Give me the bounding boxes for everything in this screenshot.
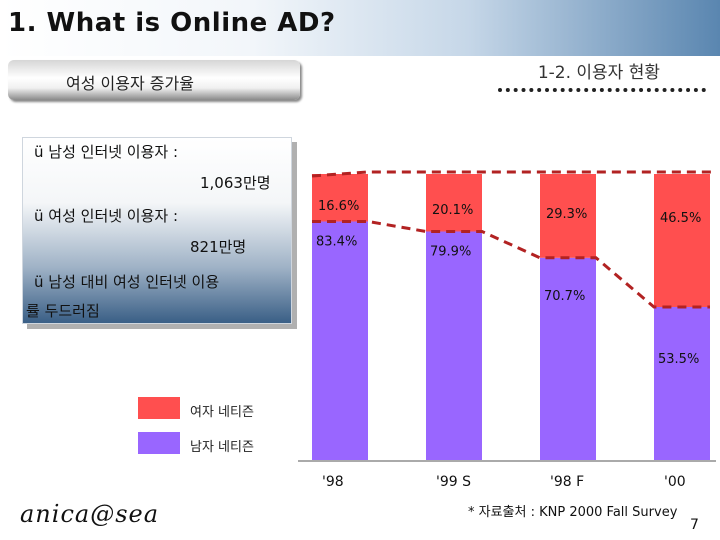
- female-growth-label-box: 여성 이용자 증가율: [8, 60, 300, 100]
- label-female-1: 20.1%: [432, 203, 473, 218]
- trend-line-top: [311, 170, 711, 178]
- trend-line-male-top: [312, 219, 710, 309]
- note-line-2: 률 두드러짐: [26, 302, 100, 320]
- x-tick-3: '00: [664, 474, 686, 490]
- bar-female-3: [654, 174, 710, 307]
- male-users-label: ü 남성 인터넷 이용자 :: [34, 143, 179, 161]
- label-male-0: 83.4%: [316, 234, 357, 249]
- x-tick-0: '98: [322, 474, 344, 490]
- label-male-1: 79.9%: [430, 244, 471, 259]
- female-users-value: 821만명: [190, 238, 247, 256]
- label-female-3: 46.5%: [660, 211, 701, 226]
- pill-label: 여성 이용자 증가율: [66, 74, 194, 93]
- legend-label-female: 여자 네티즌: [190, 405, 254, 420]
- label-male-3: 53.5%: [658, 352, 699, 367]
- legend-swatch-male: [138, 432, 180, 454]
- label-female-2: 29.3%: [546, 207, 587, 222]
- page-title: 1. What is Online AD?: [8, 8, 336, 38]
- x-tick-1: '99 S: [436, 474, 471, 490]
- bar-male-0: [312, 221, 368, 460]
- bar-female-0: [312, 174, 368, 222]
- legend-label-male: 남자 네티즌: [190, 440, 254, 455]
- label-male-2: 70.7%: [544, 289, 585, 304]
- bar-female-1: [426, 174, 482, 232]
- bar-male-3: [654, 306, 710, 460]
- legend-swatch-female: [138, 397, 180, 419]
- source-note: * 자료출처 : KNP 2000 Fall Survey: [468, 505, 678, 520]
- logo: anica@sea: [20, 500, 160, 528]
- page-number: 7: [690, 517, 699, 533]
- note-line-1: ü 남성 대비 여성 인터넷 이용: [34, 273, 220, 291]
- dotted-divider: [498, 88, 706, 92]
- bar-male-2: [540, 257, 596, 460]
- header-bar: [0, 0, 720, 56]
- label-female-0: 16.6%: [318, 199, 359, 214]
- male-users-value: 1,063만명: [200, 174, 271, 192]
- female-users-label: ü 여성 인터넷 이용자 :: [34, 207, 179, 225]
- x-tick-2: '98 F: [550, 474, 584, 490]
- bar-female-2: [540, 174, 596, 258]
- section-subtitle: 1-2. 이용자 현황: [537, 63, 660, 83]
- info-box: [22, 137, 292, 324]
- bar-male-1: [426, 231, 482, 460]
